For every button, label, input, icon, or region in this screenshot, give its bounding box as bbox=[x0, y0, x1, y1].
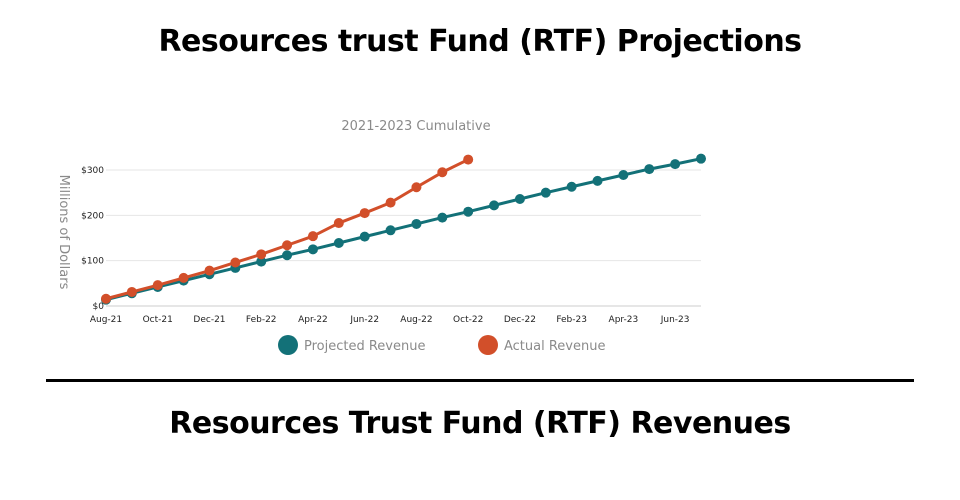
y-tick-label: $300 bbox=[81, 166, 104, 176]
data-point-projected-revenue bbox=[514, 194, 525, 205]
legend-item-projected[interactable]: Projected Revenue bbox=[278, 335, 425, 355]
x-tick-label: Dec-22 bbox=[504, 315, 536, 325]
data-point-actual-revenue bbox=[178, 272, 189, 283]
legend: Projected Revenue Actual Revenue bbox=[278, 335, 605, 355]
data-point-projected-revenue bbox=[385, 225, 396, 236]
page-title: Resources trust Fund (RTF) Projections bbox=[158, 24, 802, 59]
x-tick-label: Apr-22 bbox=[298, 315, 328, 325]
x-tick-label: Feb-22 bbox=[246, 315, 277, 325]
y-tick-label: $200 bbox=[81, 211, 104, 221]
series-line-actual-revenue bbox=[105, 158, 469, 301]
data-point-actual-revenue bbox=[411, 182, 422, 193]
x-tick-label: Feb-23 bbox=[556, 315, 587, 325]
data-point-actual-revenue bbox=[437, 167, 448, 178]
data-point-projected-revenue bbox=[566, 181, 577, 192]
data-point-actual-revenue bbox=[204, 265, 215, 276]
data-point-actual-revenue bbox=[152, 280, 163, 291]
data-point-projected-revenue bbox=[489, 200, 500, 211]
data-point-projected-revenue bbox=[411, 218, 422, 229]
data-point-projected-revenue bbox=[333, 237, 344, 248]
data-point-actual-revenue bbox=[307, 231, 318, 242]
data-point-actual-revenue bbox=[256, 249, 267, 260]
data-point-actual-revenue bbox=[385, 197, 396, 208]
data-point-projected-revenue bbox=[696, 153, 706, 164]
data-point-projected-revenue bbox=[618, 169, 629, 180]
data-point-projected-revenue bbox=[307, 244, 318, 255]
data-point-actual-revenue bbox=[126, 286, 137, 297]
data-point-projected-revenue bbox=[540, 187, 551, 198]
series-line-projected-revenue bbox=[105, 157, 702, 302]
y-axis-ticks: $0 $100 $200 $300 bbox=[81, 166, 104, 312]
x-tick-label: Aug-21 bbox=[90, 315, 122, 325]
x-tick-label: Jun-22 bbox=[349, 315, 379, 325]
legend-marker-projected bbox=[278, 335, 298, 355]
x-tick-label: Oct-21 bbox=[143, 315, 173, 325]
data-point-projected-revenue bbox=[256, 256, 267, 267]
data-point-projected-revenue bbox=[670, 159, 681, 170]
legend-marker-actual bbox=[478, 335, 498, 355]
x-tick-label: Dec-21 bbox=[193, 315, 225, 325]
data-point-actual-revenue bbox=[463, 154, 474, 165]
data-point-projected-revenue bbox=[463, 206, 474, 217]
line-chart: 2021-2023 Cumulative Millions of Dollars… bbox=[56, 119, 706, 355]
legend-label-actual: Actual Revenue bbox=[504, 339, 605, 354]
grid-lines bbox=[106, 169, 701, 262]
legend-item-actual[interactable]: Actual Revenue bbox=[478, 335, 605, 355]
data-point-projected-revenue bbox=[359, 231, 370, 242]
data-point-actual-revenue bbox=[230, 257, 241, 268]
x-tick-label: Aug-22 bbox=[400, 315, 432, 325]
data-point-projected-revenue bbox=[437, 212, 448, 223]
section-title: Resources Trust Fund (RTF) Revenues bbox=[169, 406, 791, 441]
x-tick-label: Jun-23 bbox=[660, 315, 690, 325]
data-point-projected-revenue bbox=[644, 164, 655, 175]
data-point-actual-revenue bbox=[101, 293, 111, 304]
chart-subtitle: 2021-2023 Cumulative bbox=[341, 119, 490, 134]
series-group bbox=[101, 153, 706, 305]
x-axis-ticks: Aug-21 Oct-21 Dec-21 Feb-22 Apr-22 Jun-22 Aug-… bbox=[90, 315, 690, 325]
data-point-projected-revenue bbox=[282, 250, 293, 261]
data-point-actual-revenue bbox=[333, 218, 344, 229]
legend-label-projected: Projected Revenue bbox=[304, 339, 425, 354]
y-axis-label: Millions of Dollars bbox=[56, 175, 71, 290]
y-tick-label: $100 bbox=[81, 257, 104, 267]
x-tick-label: Apr-23 bbox=[609, 315, 639, 325]
section-divider bbox=[46, 379, 914, 382]
data-point-actual-revenue bbox=[282, 240, 293, 251]
x-tick-label: Oct-22 bbox=[453, 315, 483, 325]
y-tick-label: $0 bbox=[93, 302, 105, 312]
data-point-actual-revenue bbox=[359, 208, 370, 219]
data-point-projected-revenue bbox=[592, 175, 603, 186]
